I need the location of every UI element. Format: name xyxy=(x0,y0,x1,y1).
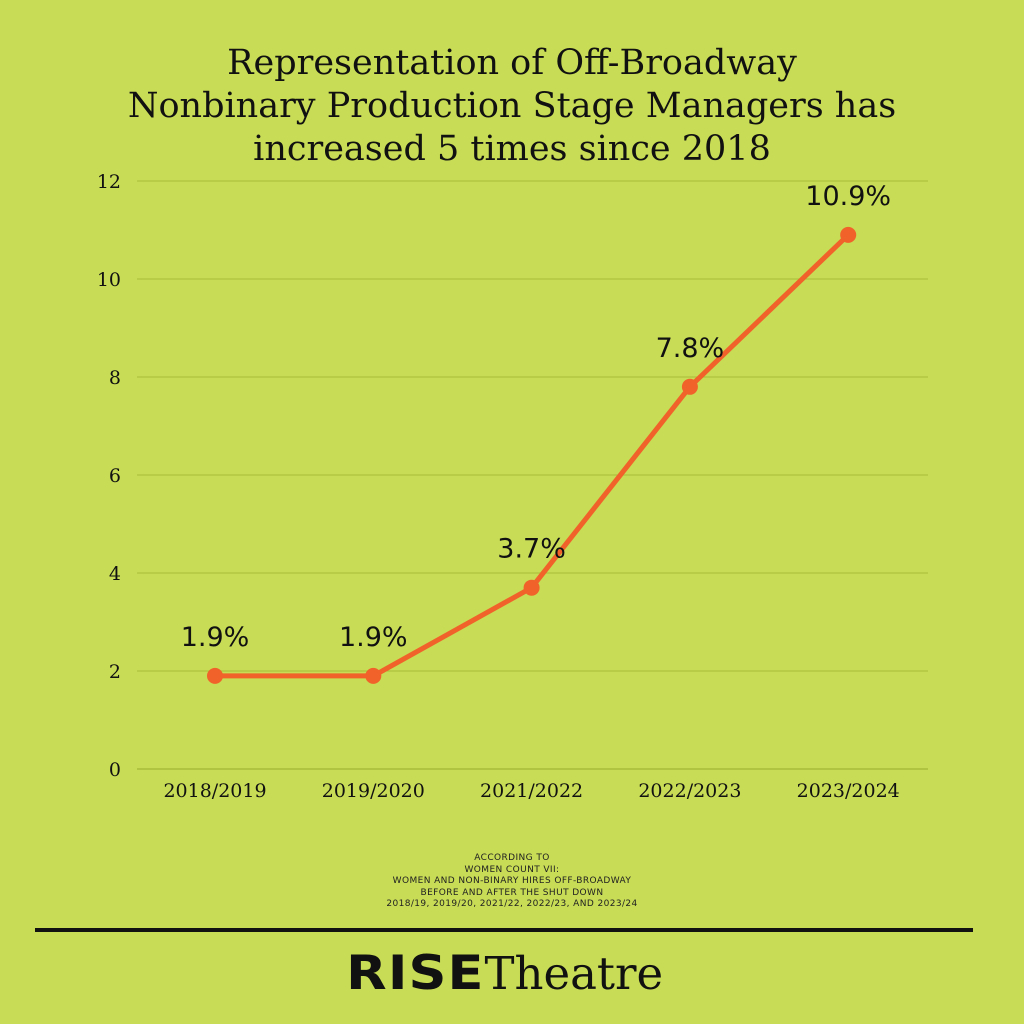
line-chart: 0 2 4 6 8 10 12 2018/2019 2019/2020 2021/2022 202… xyxy=(97,171,928,802)
logo-theatre: Theatre xyxy=(484,947,664,1000)
data-points xyxy=(207,226,857,684)
y-tick-label: 0 xyxy=(109,759,121,781)
x-tick-label: 2018/2019 xyxy=(163,780,266,802)
y-tick-label: 12 xyxy=(97,171,121,193)
divider xyxy=(35,928,973,932)
source-line-1: ACCORDING TO xyxy=(474,853,550,863)
y-tick-label: 2 xyxy=(109,661,121,683)
data-label: 3.7% xyxy=(497,534,566,565)
chart-title: Representation of Off-Broadway Nonbinary… xyxy=(62,42,962,171)
source-line-4: BEFORE AND AFTER THE SHUT DOWN xyxy=(420,887,604,898)
logo-rise: RISE xyxy=(345,946,485,1001)
x-axis-ticks: 2018/2019 2019/2020 2021/2022 2022/2023 2023… xyxy=(163,780,899,802)
data-label: 10.9% xyxy=(805,181,891,212)
title-line-1: Representation of Off-Broadway xyxy=(227,43,797,83)
title-line-2: Nonbinary Production Stage Managers has xyxy=(127,86,897,126)
series-line-path xyxy=(212,232,851,679)
x-tick-label: 2019/2020 xyxy=(322,780,425,802)
data-labels: 1.9% 1.9% 3.7% 7.8% 10.9% xyxy=(181,181,891,653)
x-tick-label: 2023/2024 xyxy=(797,780,900,802)
data-point xyxy=(365,667,382,684)
x-tick-label: 2022/2023 xyxy=(638,780,741,802)
source-line-5: 2018/19, 2019/20, 2021/22, 2022/23, AND … xyxy=(386,899,638,909)
source-line-3: WOMEN AND NON-BINARY HIRES OFF-BROADWAY xyxy=(392,876,632,886)
y-tick-label: 4 xyxy=(109,563,121,585)
rise-theatre-logo: RISETheatre xyxy=(0,944,1024,1014)
data-label: 7.8% xyxy=(656,333,725,364)
data-point xyxy=(523,579,540,596)
x-tick-label: 2021/2022 xyxy=(480,780,583,802)
title-line-3: increased 5 times since 2018 xyxy=(253,129,771,169)
data-point xyxy=(207,667,223,684)
y-tick-label: 10 xyxy=(97,269,121,291)
y-tick-label: 6 xyxy=(109,465,121,487)
source-line-2: WOMEN COUNT VII: xyxy=(464,864,560,875)
data-point xyxy=(681,378,698,395)
data-label: 1.9% xyxy=(181,622,250,653)
y-tick-label: 8 xyxy=(109,367,121,389)
data-label: 1.9% xyxy=(339,622,408,653)
y-axis-ticks: 0 2 4 6 8 10 12 xyxy=(97,171,121,781)
series-line xyxy=(212,232,851,679)
source-note: ACCORDING TO WOMEN COUNT VII: WOMEN AND … xyxy=(212,853,812,911)
data-point xyxy=(840,226,857,243)
grid-lines xyxy=(137,180,928,770)
